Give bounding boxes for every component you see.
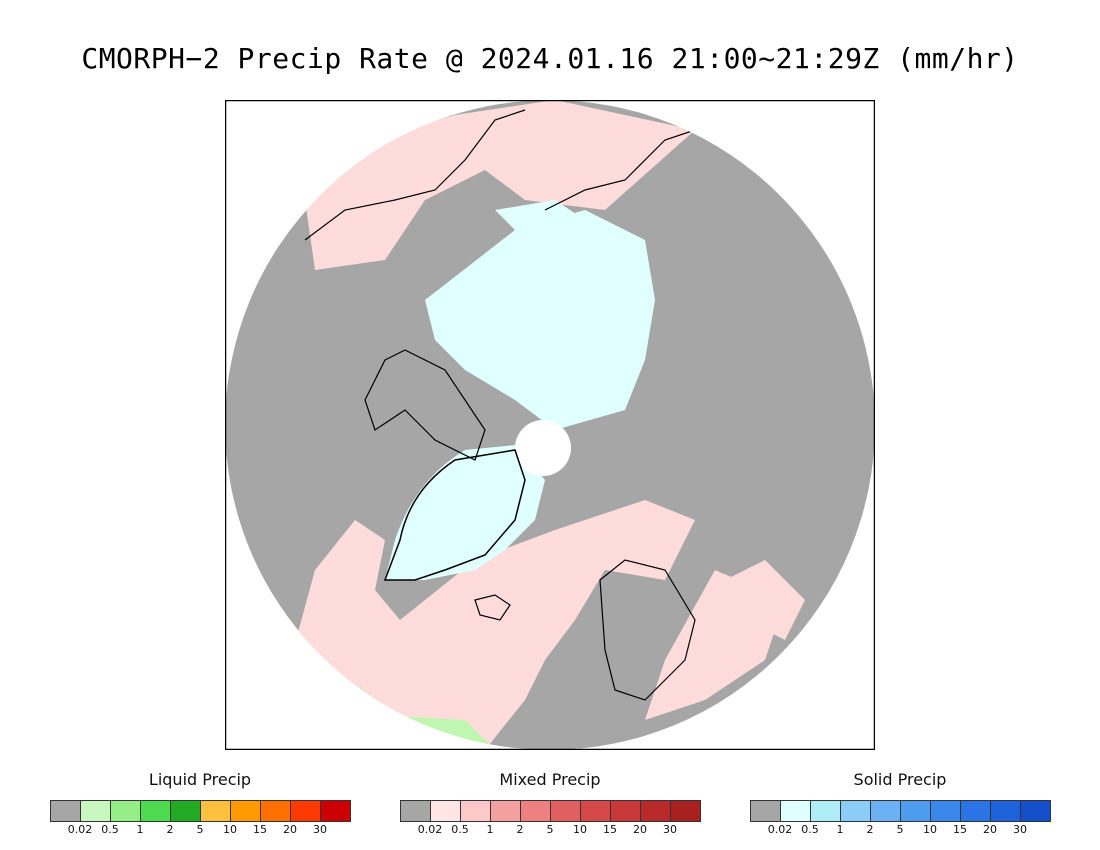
polar-precip-map xyxy=(224,99,876,751)
legend-liquid-tick: 10 xyxy=(223,823,237,836)
legend-mixed-swatches xyxy=(400,800,701,822)
legend-solid-tick: 1 xyxy=(836,823,844,836)
legend-mixed-tick: 15 xyxy=(603,823,617,836)
legend-mixed-swatch xyxy=(671,801,700,821)
legend-solid-swatch xyxy=(811,801,841,821)
legend-mixed-swatch xyxy=(401,801,431,821)
chart-title: CMORPH−2 Precip Rate @ 2024.01.16 21:00~… xyxy=(81,42,1019,75)
legend-liquid-swatch xyxy=(291,801,321,821)
legend-mixed-tick: 0.02 xyxy=(417,823,443,836)
legend-mixed-title: Mixed Precip xyxy=(499,770,601,789)
mixed-precip-north-pacific xyxy=(305,100,695,270)
legend-solid-swatch xyxy=(841,801,871,821)
legend-mixed-swatch xyxy=(521,801,551,821)
legend-mixed-swatch xyxy=(641,801,671,821)
coastline-siberia xyxy=(544,129,696,211)
legend-solid-title: Solid Precip xyxy=(853,770,947,789)
legend-mixed-swatch xyxy=(581,801,611,821)
legend-liquid-tick: 30 xyxy=(313,823,327,836)
legend-solid-tick: 5 xyxy=(896,823,904,836)
legend-liquid-swatch xyxy=(141,801,171,821)
legend-solid-swatch xyxy=(781,801,811,821)
legend-mixed-swatch xyxy=(461,801,491,821)
legend-solid-tick: 0.5 xyxy=(801,823,819,836)
legend-mixed-swatch xyxy=(491,801,521,821)
legend-mixed-tick: 5 xyxy=(546,823,554,836)
coastline-alaska xyxy=(304,109,526,241)
legend-solid-tick: 20 xyxy=(983,823,997,836)
legend-mixed-tick: 2 xyxy=(516,823,524,836)
legend-liquid-swatch xyxy=(111,801,141,821)
legend-mixed-ticks: 0.02 0.5 1 2 5 10 15 20 30 xyxy=(400,823,700,837)
map-border xyxy=(224,99,876,751)
legend-liquid-tick: 0.5 xyxy=(101,823,119,836)
legend-liquid-title: Liquid Precip xyxy=(148,770,252,789)
legend-solid-swatch xyxy=(751,801,781,821)
legend-liquid-tick: 2 xyxy=(166,823,174,836)
legend-mixed-tick: 1 xyxy=(486,823,494,836)
pole-hole xyxy=(515,420,571,476)
legend-liquid-tick: 0.02 xyxy=(67,823,93,836)
legend-liquid-tick: 5 xyxy=(196,823,204,836)
solid-precip-bering xyxy=(495,200,585,240)
legend-liquid-swatch xyxy=(261,801,291,821)
mixed-precip-russia xyxy=(725,560,805,640)
legend-liquid-ticks: 0.02 0.5 1 2 5 10 15 20 30 xyxy=(50,823,350,837)
legend-solid-tick: 10 xyxy=(923,823,937,836)
legend-solid-swatch xyxy=(901,801,931,821)
legend-mixed-swatch xyxy=(551,801,581,821)
legend-solid-swatch xyxy=(961,801,991,821)
solid-precip-arctic-ocean xyxy=(425,210,655,430)
coastline-iceland xyxy=(474,594,511,621)
coastline-canada-archipelago xyxy=(364,349,486,461)
map-svg xyxy=(224,99,876,751)
legend-solid-swatch xyxy=(991,801,1021,821)
legend-liquid-tick: 15 xyxy=(253,823,267,836)
legend-mixed: Mixed Precip 0.02 0.5 1 2 5 10 15 20 30 xyxy=(400,770,701,840)
legend-liquid-swatch xyxy=(231,801,261,821)
legend-solid-swatch xyxy=(1021,801,1050,821)
legend-liquid-swatch xyxy=(321,801,350,821)
solid-precip-greenland xyxy=(385,445,545,580)
legend-solid-swatches xyxy=(750,800,1051,822)
legend-solid-ticks: 0.02 0.5 1 2 5 10 15 20 30 xyxy=(750,823,1050,837)
legend-solid: Solid Precip 0.02 0.5 1 2 5 10 15 20 30 xyxy=(750,770,1051,840)
legend-mixed-tick: 20 xyxy=(633,823,647,836)
legend-liquid-swatch xyxy=(201,801,231,821)
legend-solid-swatch xyxy=(931,801,961,821)
legend-mixed-swatch xyxy=(611,801,641,821)
legend-liquid-swatches xyxy=(50,800,351,822)
legend-liquid-swatch xyxy=(171,801,201,821)
legend-liquid-swatch xyxy=(51,801,81,821)
legend-liquid-tick: 1 xyxy=(136,823,144,836)
legend-solid-tick: 2 xyxy=(866,823,874,836)
coastline-scandinavia xyxy=(599,559,696,701)
legend-liquid-swatch xyxy=(81,801,111,821)
legend-solid-tick: 15 xyxy=(953,823,967,836)
legend-solid-swatch xyxy=(871,801,901,821)
coastline-greenland xyxy=(383,449,526,581)
mixed-precip-atlantic xyxy=(285,500,695,750)
legend-solid-tick: 30 xyxy=(1013,823,1027,836)
legend-liquid-tick: 20 xyxy=(283,823,297,836)
legend-solid-tick: 0.02 xyxy=(767,823,793,836)
legend-mixed-tick: 30 xyxy=(663,823,677,836)
legend-mixed-tick: 0.5 xyxy=(451,823,469,836)
legend-mixed-tick: 10 xyxy=(573,823,587,836)
legend-liquid: Liquid Precip 0.02 0.5 1 2 5 10 15 20 30 xyxy=(50,770,351,840)
legend-mixed-swatch xyxy=(431,801,461,821)
